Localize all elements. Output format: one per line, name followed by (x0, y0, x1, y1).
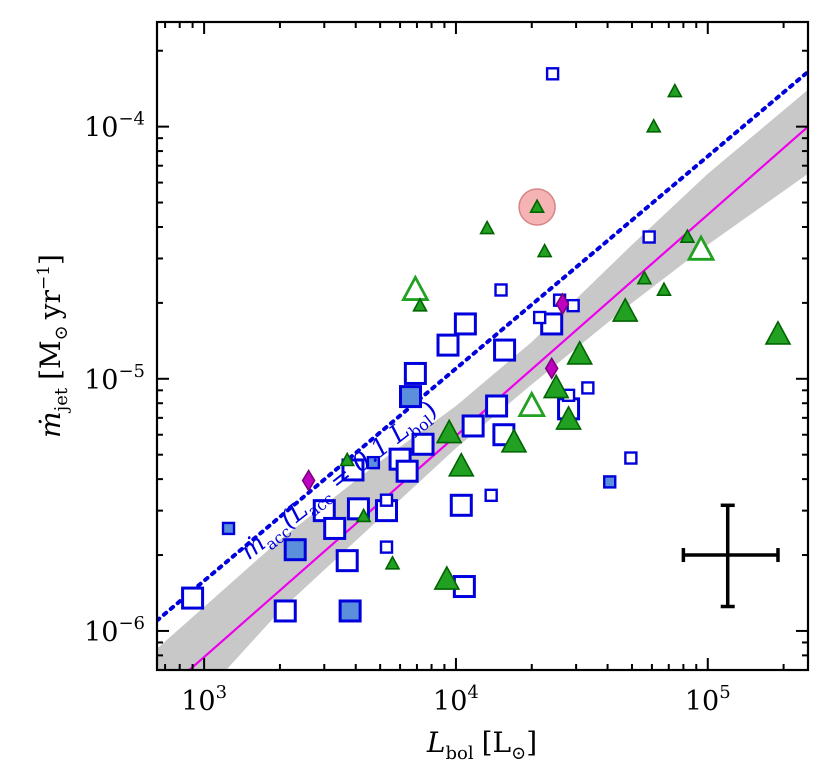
fit-line (187, 125, 808, 670)
square-point (338, 599, 362, 623)
x-axis-label: Lbol [L⊙] (426, 726, 537, 764)
triangle-point (764, 320, 792, 345)
series-4 (433, 297, 792, 590)
square-point (399, 385, 423, 409)
triangle-point (529, 198, 545, 214)
square-point (379, 540, 394, 554)
data-points (181, 67, 792, 623)
square-point (493, 338, 517, 362)
triangle-point (656, 281, 672, 296)
series-6 (339, 82, 696, 570)
square-point (323, 516, 347, 540)
triangle-point (339, 451, 356, 467)
series-1 (283, 385, 423, 623)
square-point (449, 493, 473, 517)
square-point (581, 381, 595, 395)
representative-error-bar (681, 503, 780, 609)
triangle-point (667, 82, 683, 98)
square-point (532, 310, 547, 325)
fit-lines (157, 69, 808, 670)
square-point (624, 451, 638, 465)
series-7 (301, 292, 570, 492)
square-point (411, 432, 435, 456)
square-point (485, 394, 509, 418)
accretion-dotted-line (157, 69, 808, 623)
triangle-point (412, 297, 428, 312)
series-5 (401, 234, 716, 417)
x-tick-label: 105 (685, 682, 731, 717)
triangle-point (479, 219, 495, 235)
series-3 (221, 455, 617, 536)
diamond-point (544, 356, 559, 380)
square-point (221, 521, 236, 536)
y-axis-label: ṁjet[M⊙yr−1] (34, 254, 72, 438)
y-tick-label: 10−4 (84, 109, 145, 144)
tick-labels: 103 104 105 10−6 10−5 10−4 (84, 109, 731, 717)
square-point (366, 455, 381, 470)
triangle-point (433, 565, 461, 590)
square-point (335, 549, 359, 573)
square-point (494, 283, 508, 297)
triangle-point (686, 234, 716, 261)
series-0 (181, 312, 581, 623)
x-tick-label: 103 (181, 682, 227, 717)
square-point (273, 599, 297, 623)
triangle-point (555, 405, 582, 430)
square-point (395, 459, 419, 483)
square-point (453, 312, 477, 336)
square-point (484, 488, 498, 503)
x-tick-label: 104 (433, 682, 479, 717)
y-tick-label: 10−6 (84, 613, 145, 648)
triangle-point (401, 274, 430, 301)
triangle-point (566, 340, 594, 365)
triangle-point (517, 390, 547, 417)
y-tick-label: 10−5 (84, 361, 145, 396)
square-point (566, 298, 580, 313)
plot-frame (155, 20, 810, 672)
square-point (379, 493, 394, 507)
triangle-point (447, 451, 475, 477)
triangle-point (536, 242, 553, 258)
triangle-point (636, 269, 653, 285)
triangle-point (679, 228, 696, 244)
triangle-point (611, 297, 639, 322)
diamond-point (555, 292, 570, 316)
square-point (642, 230, 656, 244)
square-point (436, 333, 460, 357)
triangle-point (435, 418, 463, 444)
square-point (545, 67, 560, 81)
diamond-point (301, 469, 316, 492)
square-point (603, 475, 617, 489)
triangle-point (542, 373, 570, 399)
triangle-point (500, 428, 528, 453)
triangle-point (384, 555, 401, 570)
triangle-point (355, 507, 372, 523)
square-point (181, 586, 205, 610)
triangle-point (645, 118, 662, 133)
square-point (283, 538, 307, 562)
square-point (403, 361, 427, 385)
square-point (461, 414, 485, 438)
